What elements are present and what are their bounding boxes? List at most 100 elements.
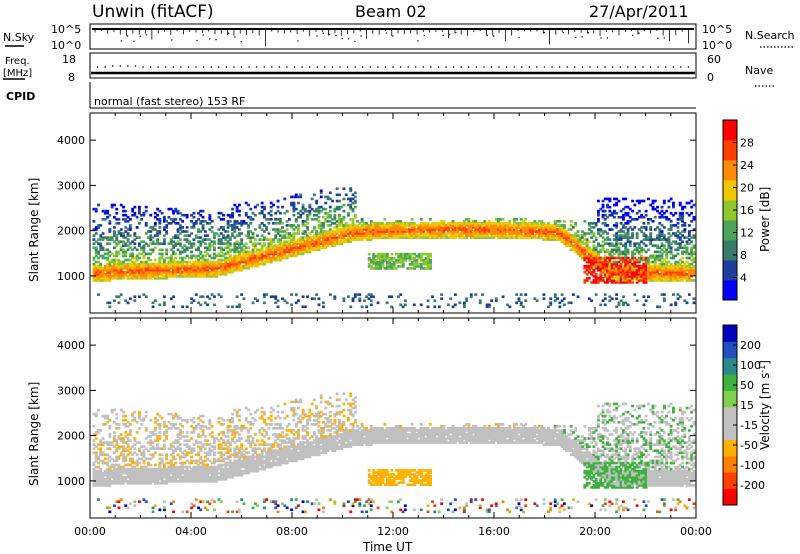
power-cell <box>583 264 587 268</box>
power-cell <box>115 234 119 237</box>
power-cell <box>292 244 296 248</box>
power-cell <box>372 252 376 256</box>
power-cell <box>424 263 428 266</box>
velocity-cell <box>99 469 103 473</box>
power-cell <box>651 199 655 203</box>
power-cell <box>285 232 289 235</box>
power-cell <box>392 232 396 235</box>
power-cell <box>167 270 171 274</box>
velocity-cell <box>113 408 116 412</box>
power-cell <box>372 256 376 260</box>
power-cell <box>519 303 523 307</box>
power-cell <box>217 266 221 270</box>
freq-tick-bottom: 8 <box>68 71 75 84</box>
power-cell <box>560 293 564 296</box>
velocity-cell <box>117 455 121 459</box>
power-cell <box>440 236 444 239</box>
power-cell <box>174 262 178 266</box>
power-cell <box>569 220 573 223</box>
power-cell <box>535 226 539 229</box>
power-cell <box>256 203 259 207</box>
power-cell <box>572 240 575 244</box>
power-cell <box>117 218 121 221</box>
power-cell <box>331 242 334 246</box>
power-cell <box>410 224 414 227</box>
power-cell <box>619 279 623 282</box>
power-cell <box>642 270 646 274</box>
power-cell <box>597 218 600 221</box>
power-cell <box>344 230 348 233</box>
power-cell <box>99 275 103 278</box>
power-cell <box>122 277 125 280</box>
velocity-cell <box>124 455 128 459</box>
power-cell <box>483 226 487 229</box>
power-cell <box>658 275 662 278</box>
power-cell <box>622 260 625 264</box>
power-cell <box>674 266 678 270</box>
power-cell <box>194 275 198 278</box>
power-cell <box>603 230 607 233</box>
power-cell <box>185 248 189 252</box>
power-cell <box>649 260 653 264</box>
power-cell <box>594 256 598 260</box>
power-cell <box>101 268 105 272</box>
power-cell <box>692 215 696 219</box>
power-cell <box>283 256 287 260</box>
power-cell <box>203 273 207 276</box>
power-cell <box>594 248 598 252</box>
power-cell <box>524 226 528 229</box>
power-cell <box>235 209 239 213</box>
power-cell <box>349 199 353 203</box>
power-cell <box>687 293 691 296</box>
power-cell <box>149 213 153 217</box>
power-cell <box>226 236 230 239</box>
power-cell <box>642 234 646 237</box>
power-cell <box>537 236 541 239</box>
nave-dot <box>490 66 493 68</box>
power-cell <box>408 234 412 237</box>
power-cell <box>153 224 157 227</box>
power-cell <box>615 293 619 296</box>
power-cell <box>590 252 594 256</box>
power-cell <box>667 205 671 209</box>
power-cell <box>651 220 655 223</box>
power-cell <box>158 252 162 256</box>
power-cell <box>499 234 503 237</box>
power-cell <box>199 240 203 244</box>
power-cell <box>242 220 246 223</box>
power-cell <box>651 279 655 282</box>
power-cell <box>281 244 284 248</box>
power-cell <box>622 226 625 229</box>
power-cell <box>460 232 464 235</box>
power-cell <box>631 275 634 278</box>
power-cell <box>269 256 273 260</box>
power-cell <box>594 262 598 266</box>
power-cell <box>608 238 612 241</box>
power-cell <box>419 230 423 233</box>
power-cell <box>190 266 194 270</box>
power-cell <box>240 264 244 268</box>
velocity-cell <box>110 473 114 477</box>
power-cell <box>592 250 596 254</box>
power-cell <box>153 215 157 219</box>
power-cell <box>106 273 110 276</box>
power-cell <box>667 244 671 248</box>
power-cell <box>401 234 405 237</box>
power-cell <box>501 226 505 229</box>
nave-dot <box>566 66 569 68</box>
power-cell <box>233 242 237 246</box>
power-cell <box>92 228 96 231</box>
power-cell <box>203 254 207 258</box>
power-cell <box>119 293 123 296</box>
power-cell <box>642 266 646 270</box>
power-cell <box>576 230 580 233</box>
power-cell <box>624 244 628 248</box>
power-cell <box>260 205 264 209</box>
power-cell <box>219 211 223 215</box>
power-cell <box>383 267 387 270</box>
power-cell <box>378 226 382 229</box>
power-cell <box>103 268 107 272</box>
power-cell <box>506 224 509 227</box>
power-cell <box>235 305 239 309</box>
power-cell <box>428 218 432 221</box>
